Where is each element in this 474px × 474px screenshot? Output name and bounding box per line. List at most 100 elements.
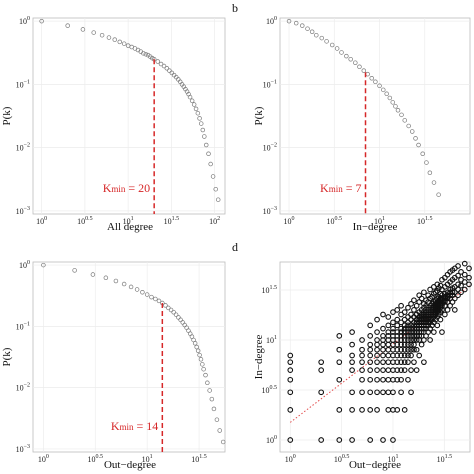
data-point [349,359,355,366]
data-point [401,333,408,339]
data-point [91,30,96,35]
x-tick-label: 100.5 [327,216,343,226]
data-point [380,359,386,366]
x-axis-label: All degree [107,221,153,233]
data-point [305,26,310,31]
data-point [413,302,420,309]
data-point [198,357,204,362]
x-tick-label: 100.5 [77,216,93,226]
data-point [367,322,374,329]
data-point [324,39,329,44]
data-point [405,319,411,326]
data-point [408,352,414,359]
data-point [349,329,355,335]
data-point [380,367,386,373]
data-point [405,352,411,359]
data-point [202,134,207,139]
kmin-label: Kmin = 7 [320,181,361,195]
data-point [394,333,401,339]
data-point [201,366,206,372]
data-point [207,388,212,393]
data-point [367,341,374,348]
data-point [458,289,464,296]
y-axis-label: In−degree [253,335,265,380]
data-point [357,64,362,70]
data-point [121,281,127,287]
y-tick-label: 100 [19,16,30,26]
data-point [361,68,367,73]
data-point [72,268,77,273]
data-point [359,376,365,383]
data-point [171,309,176,315]
data-point [455,292,461,299]
data-point [195,110,201,116]
data-point [398,302,404,309]
data-point [411,307,417,313]
data-point [424,160,429,165]
data-point [439,302,445,309]
plot-area [32,17,226,215]
data-point [398,376,404,383]
data-point [367,359,374,366]
data-point [390,325,396,332]
x-tick-label: 100.5 [88,454,104,464]
data-point [200,362,205,367]
data-point [387,95,393,101]
data-point [367,376,374,383]
data-point [336,346,343,353]
data-point [461,286,468,293]
data-point [405,359,411,366]
data-point [405,333,411,339]
data-point [134,287,140,292]
y-axis-label: P(k) [1,347,13,366]
data-point [466,265,472,272]
data-point [336,376,343,383]
data-point [398,333,404,339]
data-point [374,337,380,343]
data-point [191,102,197,107]
y-tick-label: 10−2 [263,143,277,153]
x-tick-label: 101 [142,454,153,464]
data-point [394,407,401,413]
data-point [455,272,461,279]
data-point [318,367,325,373]
data-point [390,100,395,105]
data-point [451,295,458,302]
x-tick-label: 100 [284,216,295,226]
data-point [293,20,299,26]
data-point [405,376,411,383]
data-point [329,42,335,48]
data-point [374,329,380,335]
data-point [413,346,420,353]
data-point [194,344,199,350]
data-point [408,325,414,332]
data-point [395,107,401,113]
data-point [367,407,374,413]
data-point [377,83,382,89]
data-point [401,325,408,332]
data-point [141,51,146,56]
data-point [394,322,401,329]
data-point [416,142,421,148]
data-point [399,112,404,118]
data-point [369,76,374,81]
data-point [149,294,154,300]
data-point [367,352,374,359]
data-point [439,329,445,335]
data-point [121,41,127,46]
panel-a-all-degree: 100 100.5 101 101.5 102 100 10−1 10−2 10−3 All de… [1,16,226,233]
data-point [197,116,202,121]
data-point [411,297,417,304]
data-point [287,367,294,373]
data-point [434,322,441,329]
data-point [436,192,441,197]
data-point [401,322,408,329]
y-tick-label: 10−2 [16,383,30,393]
data-point [287,352,294,359]
data-point [455,263,461,269]
y-tick-label: 10−3 [16,444,30,454]
y-tick-label: 100 [266,435,277,445]
data-point [394,316,401,323]
data-point [140,290,145,295]
data-point [461,260,468,267]
